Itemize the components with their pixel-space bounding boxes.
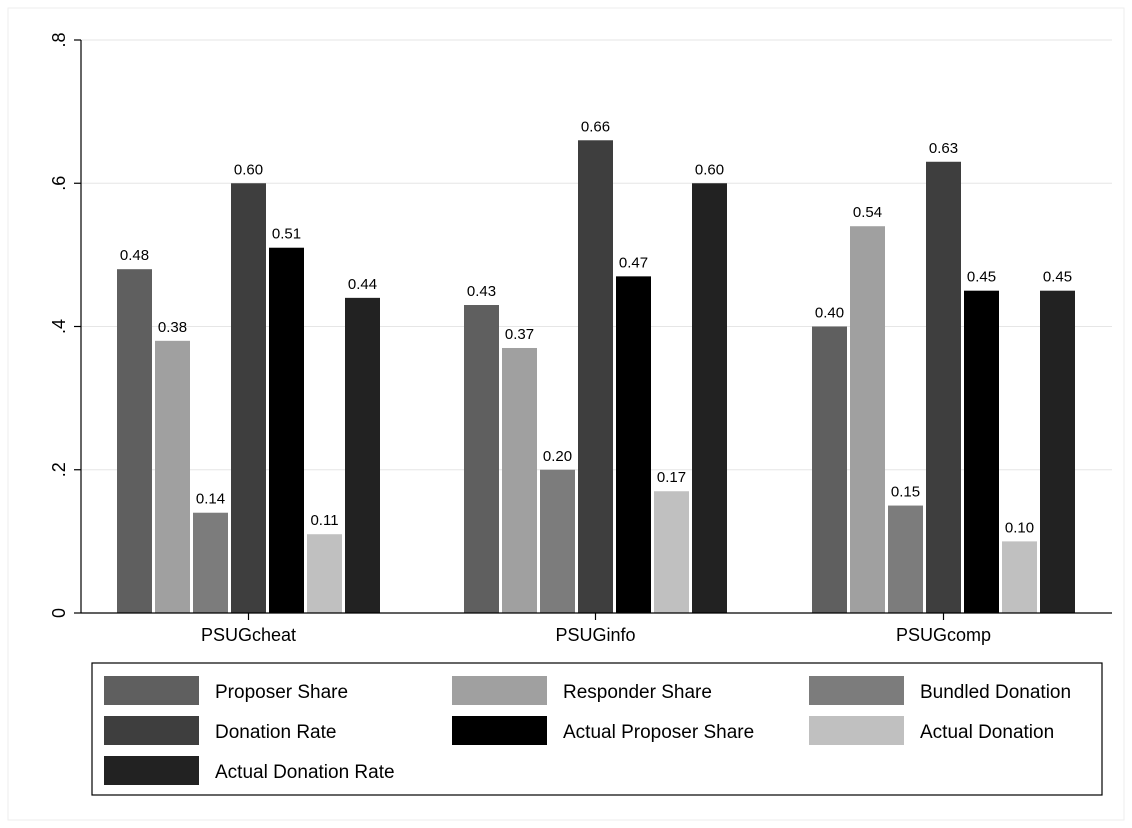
bar-value-label: 0.51	[272, 226, 301, 243]
bar	[193, 512, 228, 613]
bar-value-label: 0.63	[929, 140, 958, 157]
y-tick-label: .6	[49, 176, 69, 191]
bar	[850, 226, 885, 613]
legend-label: Responder Share	[563, 682, 712, 703]
x-tick-label: PSUGcheat	[201, 625, 296, 645]
legend-label: Actual Proposer Share	[563, 722, 754, 743]
bar	[231, 183, 266, 613]
bar	[1002, 541, 1037, 613]
legend-swatch	[104, 676, 199, 705]
bar-value-label: 0.48	[120, 247, 149, 264]
bar-value-label: 0.45	[1043, 269, 1072, 286]
y-tick-label: .4	[49, 319, 69, 334]
bar	[964, 290, 999, 613]
bar-value-label: 0.10	[1005, 519, 1034, 536]
bar	[117, 269, 152, 613]
legend-label: Bundled Donation	[920, 682, 1071, 703]
legend-label: Donation Rate	[215, 722, 336, 743]
legend-swatch	[104, 716, 199, 745]
bar	[1040, 290, 1075, 613]
bar	[926, 161, 961, 613]
bar	[269, 247, 304, 613]
bar-value-label: 0.17	[657, 469, 686, 486]
bar-value-label: 0.54	[853, 204, 882, 221]
bar	[540, 469, 575, 613]
bar	[345, 297, 380, 613]
bar-value-label: 0.44	[348, 276, 377, 293]
x-axis: PSUGcheat PSUGinfo PSUGcomp	[81, 612, 1112, 645]
legend-swatch	[452, 716, 547, 745]
bar-value-label: 0.38	[158, 319, 187, 336]
bar	[888, 505, 923, 613]
y-tick-label: 0	[49, 608, 69, 618]
bars	[117, 140, 1075, 613]
bar	[812, 326, 847, 613]
bar	[155, 340, 190, 613]
legend-box	[91, 662, 1103, 796]
bar-value-label: 0.11	[310, 512, 338, 529]
bar-value-label: 0.60	[234, 161, 263, 178]
bar	[578, 140, 613, 613]
bar-value-label: 0.14	[196, 491, 225, 508]
bar-labels: 0.48 0.38 0.14 0.60 0.51 0.11 0.44 0.43 0.37 0.20…	[120, 118, 1072, 536]
legend-label: Proposer Share	[215, 682, 348, 703]
y-tick-label: .2	[49, 462, 69, 477]
bar-value-label: 0.20	[543, 448, 572, 465]
legend-swatch	[452, 676, 547, 705]
y-axis: 0 .2 .4 .6 .8	[49, 32, 82, 618]
legend-swatch	[809, 676, 904, 705]
legend-label: Actual Donation Rate	[215, 762, 395, 783]
bar-value-label: 0.37	[505, 326, 534, 343]
bar-value-label: 0.45	[967, 269, 996, 286]
legend: Proposer Share Responder Share Bundled Don…	[91, 662, 1103, 796]
bar-value-label: 0.60	[695, 161, 724, 178]
y-tick-label: .8	[49, 32, 69, 47]
bar	[464, 305, 499, 613]
x-tick-label: PSUGinfo	[555, 625, 635, 645]
bar-value-label: 0.40	[815, 305, 844, 322]
x-tick-label: PSUGcomp	[896, 625, 991, 645]
bar	[692, 183, 727, 613]
bar	[307, 534, 342, 613]
bar-value-label: 0.43	[467, 283, 496, 300]
bar	[654, 491, 689, 613]
bar	[616, 276, 651, 613]
legend-swatch	[104, 756, 199, 785]
bar-value-label: 0.66	[581, 118, 610, 135]
legend-label: Actual Donation	[920, 722, 1054, 743]
legend-swatch	[809, 716, 904, 745]
bar-value-label: 0.15	[891, 484, 920, 501]
bar-value-label: 0.47	[619, 254, 648, 271]
bar	[502, 347, 537, 613]
